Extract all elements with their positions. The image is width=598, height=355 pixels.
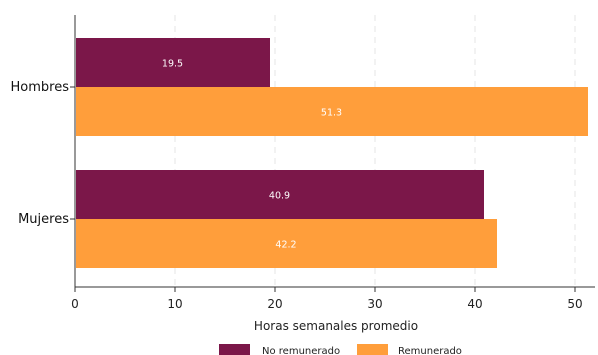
- legend-label-remunerado: Remunerado: [398, 346, 462, 355]
- category-label-hombres: Hombres: [11, 80, 70, 95]
- x-tick-label-20: 20: [267, 297, 282, 311]
- x-axis-ticks: 0 10 20 30 40 50: [71, 287, 583, 311]
- data-labels: 19.5 51.3 40.9 42.2: [162, 59, 342, 251]
- x-tick-label-0: 0: [71, 297, 79, 311]
- data-label-mujeres-remunerado: 42.2: [275, 240, 296, 251]
- legend-label-no-remunerado: No remunerado: [262, 346, 340, 355]
- y-axis-categories: Hombres Mujeres: [11, 80, 75, 227]
- x-tick-label-10: 10: [167, 297, 182, 311]
- bar-mujeres-remunerado: [76, 219, 497, 268]
- data-label-hombres-no-remunerado: 19.5: [162, 59, 183, 70]
- x-axis-title: Horas semanales promedio: [254, 319, 418, 333]
- bar-mujeres-no-remunerado: [76, 170, 484, 219]
- bar-hombres-remunerado: [76, 87, 588, 136]
- legend-swatch-no-remunerado: [219, 344, 250, 355]
- bars: [76, 38, 588, 268]
- x-tick-label-50: 50: [567, 297, 582, 311]
- data-label-hombres-remunerado: 51.3: [321, 108, 342, 119]
- x-tick-label-40: 40: [467, 297, 482, 311]
- legend-swatch-remunerado: [357, 344, 388, 355]
- x-tick-label-30: 30: [367, 297, 382, 311]
- legend: No remunerado Remunerado: [219, 344, 462, 355]
- bar-hombres-no-remunerado: [76, 38, 270, 87]
- category-label-mujeres: Mujeres: [18, 212, 69, 227]
- data-label-mujeres-no-remunerado: 40.9: [269, 191, 290, 202]
